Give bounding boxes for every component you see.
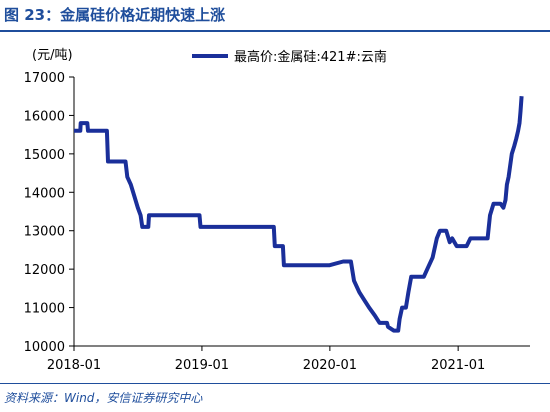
legend: 最高价:金属硅:421#:云南	[192, 49, 387, 65]
y-unit-label: (元/吨)	[32, 48, 73, 63]
source-divider	[0, 383, 550, 384]
y-tick-label: 10000	[24, 340, 65, 355]
y-tick-label: 15000	[24, 148, 65, 163]
x-axis: 2018-01 2019-01 2020-01 2021-01	[47, 345, 530, 373]
source-note: 资料来源：Wind，安信证券研究中心	[4, 391, 203, 405]
y-tick-label: 11000	[24, 302, 65, 317]
y-tick-label: 17000	[24, 71, 65, 86]
legend-label: 最高价:金属硅:421#:云南	[234, 49, 387, 65]
figure-header: 图 23：金属硅价格近期快速上涨	[0, 0, 550, 34]
x-tick-label: 2020-01	[303, 358, 357, 373]
line-chart: 最高价:金属硅:421#:云南 10000 11000 12000 13000 1400…	[24, 49, 530, 373]
y-tick-label: 12000	[24, 263, 65, 278]
series-line	[74, 96, 524, 333]
x-tick-label: 2021-01	[431, 358, 485, 373]
title-divider	[0, 30, 550, 32]
x-tick-label: 2019-01	[175, 358, 229, 373]
y-tick-label: 16000	[24, 109, 65, 124]
y-axis: 10000 11000 12000 13000 14000 15000 16000 17000	[24, 71, 75, 355]
x-tick-label: 2018-01	[47, 358, 101, 373]
y-tick-label: 14000	[24, 186, 65, 201]
y-tick-label: 13000	[24, 225, 65, 240]
figure-title: 图 23：金属硅价格近期快速上涨	[4, 6, 226, 24]
